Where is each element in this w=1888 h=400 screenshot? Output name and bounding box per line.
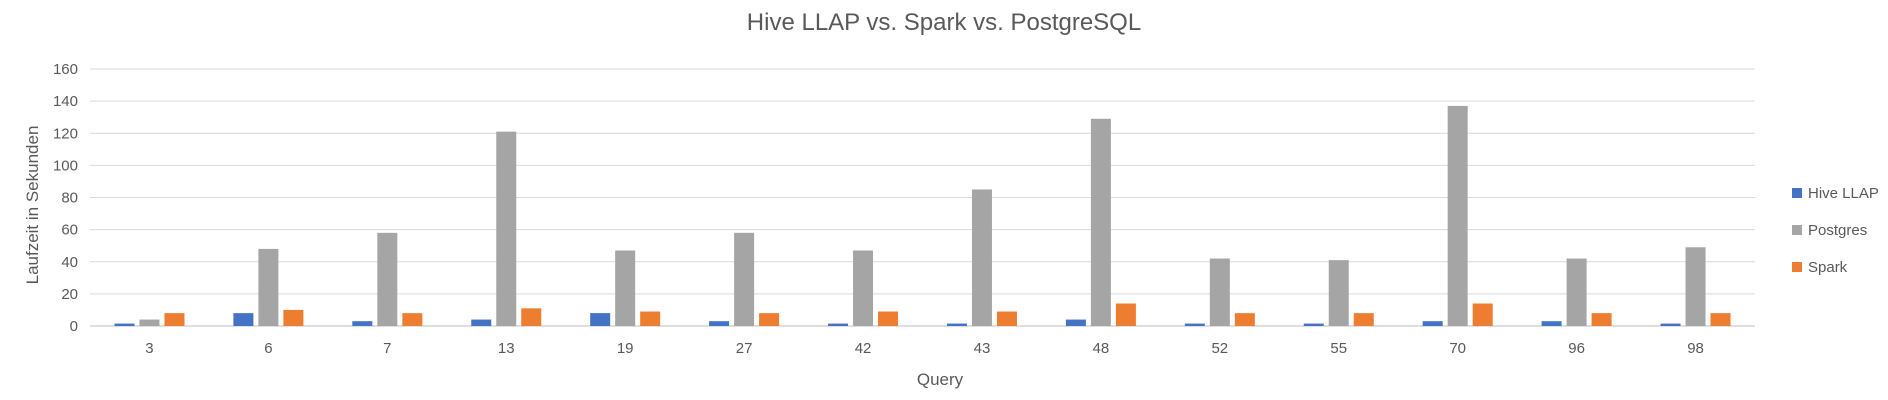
bar-spark-q55: [1353, 313, 1374, 326]
bar-postgres-q19: [615, 250, 636, 326]
y-tick-label: 40: [61, 254, 78, 271]
bar-postgres-q55: [1328, 260, 1349, 326]
bar-spark-q19: [640, 311, 661, 326]
chart-title: Hive LLAP vs. Spark vs. PostgreSQL: [747, 9, 1141, 36]
bar-hive-llap-q98: [1660, 323, 1681, 326]
bar-postgres-q6: [258, 248, 279, 326]
bar-hive-llap-q52: [1184, 323, 1205, 326]
bar-hive-llap-q6: [233, 313, 254, 326]
bar-hive-llap-q13: [471, 319, 492, 326]
bar-spark-q3: [164, 313, 185, 326]
x-tick-label: 48: [1093, 340, 1110, 357]
x-tick-label: 70: [1449, 340, 1466, 357]
legend: Hive LLAP Postgres Spark: [1792, 185, 1879, 276]
bar-postgres-q48: [1090, 118, 1111, 326]
legend-swatch-postgres: [1792, 225, 1802, 235]
bar-spark-q13: [521, 308, 542, 326]
bar-spark-q42: [878, 311, 899, 326]
bar-postgres-q98: [1685, 247, 1706, 326]
bar-spark-q52: [1234, 313, 1255, 326]
bar-hive-llap-q3: [114, 323, 135, 326]
bar-postgres-q7: [377, 232, 398, 326]
legend-swatch-hive-llap: [1792, 188, 1802, 198]
x-tick-label: 6: [264, 340, 272, 357]
x-tick-label: 55: [1330, 340, 1347, 357]
bar-hive-llap-q96: [1541, 321, 1562, 326]
bar-spark-q7: [402, 313, 423, 326]
bar-postgres-q27: [734, 232, 755, 326]
y-tick-label: 100: [53, 157, 78, 174]
bar-postgres-q3: [139, 319, 160, 326]
x-tick-label: 42: [855, 340, 872, 357]
y-tick-label: 140: [53, 93, 78, 110]
bar-hive-llap-q7: [352, 321, 373, 326]
y-axis-title: Laufzeit in Sekunden: [23, 126, 42, 285]
x-tick-label: 27: [736, 340, 753, 357]
legend-label: Postgres: [1808, 222, 1867, 239]
bar-postgres-q42: [853, 250, 874, 326]
bar-postgres-q43: [971, 189, 992, 326]
bar-hive-llap-q70: [1422, 321, 1443, 326]
bar-postgres-q52: [1209, 258, 1230, 326]
bar-spark-q6: [283, 309, 304, 326]
bar-postgres-q13: [496, 131, 517, 326]
gridlines: [90, 68, 1755, 327]
bar-hive-llap-q48: [1065, 319, 1086, 326]
bar-postgres-q70: [1447, 105, 1468, 326]
bar-hive-llap-q19: [590, 313, 611, 326]
x-tick-label: 3: [145, 340, 153, 357]
x-tick-label: 52: [1211, 340, 1228, 357]
bar-spark-q27: [759, 313, 780, 326]
bar-hive-llap-q42: [828, 323, 849, 326]
x-axis-ticks: 3 6 7 13 19 27 42 43 48 52 55 70 96 98: [145, 340, 1704, 357]
x-tick-label: 96: [1568, 340, 1585, 357]
bar-hive-llap-q55: [1303, 323, 1324, 326]
legend-label: Spark: [1808, 259, 1848, 276]
y-tick-label: 120: [53, 125, 78, 142]
bar-hive-llap-q27: [709, 321, 730, 326]
bar-spark-q96: [1591, 313, 1612, 326]
bar-hive-llap-q43: [946, 323, 967, 326]
y-tick-label: 0: [70, 318, 78, 335]
y-tick-label: 160: [53, 61, 78, 78]
legend-label: Hive LLAP: [1808, 185, 1879, 202]
bar-spark-q48: [1115, 303, 1136, 326]
x-tick-label: 43: [974, 340, 991, 357]
bar-spark-q98: [1710, 313, 1731, 326]
bars: [114, 105, 1731, 326]
bar-spark-q43: [996, 311, 1017, 326]
y-axis-ticks: 0 20 40 60 80 100 120 140 160: [53, 61, 78, 335]
y-tick-label: 20: [61, 286, 78, 303]
bar-postgres-q96: [1566, 258, 1587, 326]
bar-spark-q70: [1472, 303, 1493, 326]
x-tick-label: 13: [498, 340, 515, 357]
legend-swatch-spark: [1792, 262, 1802, 272]
y-tick-label: 60: [61, 222, 78, 239]
x-tick-label: 98: [1687, 340, 1704, 357]
y-tick-label: 80: [61, 190, 78, 207]
x-axis-title: Query: [917, 370, 964, 389]
x-tick-label: 7: [383, 340, 391, 357]
x-tick-label: 19: [617, 340, 634, 357]
